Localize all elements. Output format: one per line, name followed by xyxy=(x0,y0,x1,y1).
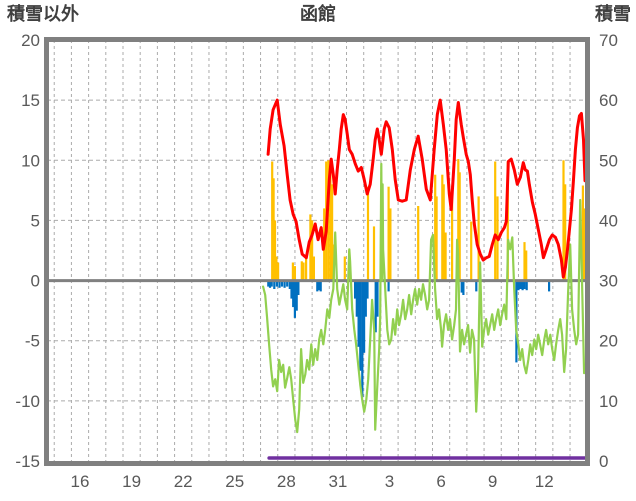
svg-text:10: 10 xyxy=(21,151,40,170)
svg-text:70: 70 xyxy=(599,31,618,50)
svg-text:19: 19 xyxy=(122,472,141,491)
right-axis-title: 積雪 xyxy=(595,4,631,24)
svg-text:12: 12 xyxy=(535,472,554,491)
series-green-line xyxy=(262,162,586,434)
svg-text:22: 22 xyxy=(174,472,193,491)
svg-text:-10: -10 xyxy=(15,392,40,411)
svg-text:0: 0 xyxy=(599,452,608,471)
svg-text:-5: -5 xyxy=(25,332,40,351)
x-axis-tick-labels: 16 19 22 25 28 31 3 6 9 12 xyxy=(71,472,554,491)
right-axis-tick-labels: 70 60 50 40 30 20 10 0 xyxy=(599,31,618,471)
svg-text:40: 40 xyxy=(599,211,618,230)
svg-text:3: 3 xyxy=(385,472,394,491)
plot-border xyxy=(44,37,590,466)
chart-title: 函館 xyxy=(300,4,336,24)
svg-text:5: 5 xyxy=(31,211,40,230)
series-orange-bars xyxy=(271,159,586,281)
svg-text:31: 31 xyxy=(328,472,347,491)
svg-text:30: 30 xyxy=(599,272,618,291)
svg-text:28: 28 xyxy=(277,472,296,491)
svg-text:20: 20 xyxy=(21,31,40,50)
svg-text:15: 15 xyxy=(21,91,40,110)
series-red-line xyxy=(266,98,587,279)
svg-text:10: 10 xyxy=(599,392,618,411)
svg-text:-15: -15 xyxy=(15,452,40,471)
svg-text:0: 0 xyxy=(31,272,40,291)
svg-text:6: 6 xyxy=(436,472,445,491)
svg-text:20: 20 xyxy=(599,332,618,351)
left-axis-tick-labels: 20 15 10 5 0 -5 -10 -15 xyxy=(15,31,40,471)
left-axis-title: 積雪以外 xyxy=(7,4,79,24)
vertical-gridlines xyxy=(53,40,571,461)
svg-text:9: 9 xyxy=(488,472,497,491)
svg-text:60: 60 xyxy=(599,91,618,110)
svg-text:25: 25 xyxy=(225,472,244,491)
svg-text:50: 50 xyxy=(599,151,618,170)
svg-text:16: 16 xyxy=(71,472,90,491)
